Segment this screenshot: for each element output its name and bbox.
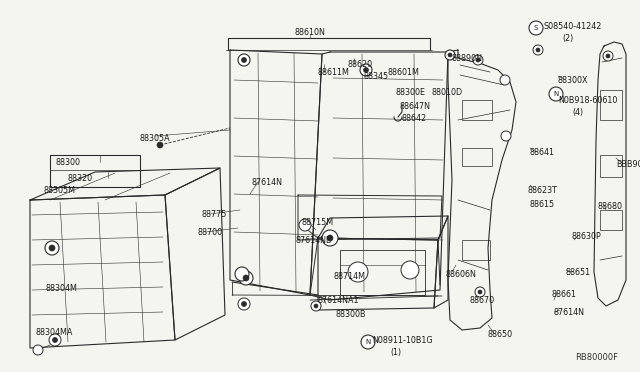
Circle shape — [241, 58, 246, 62]
Text: 88642: 88642 — [402, 114, 427, 123]
Text: S08540-41242: S08540-41242 — [543, 22, 602, 31]
Circle shape — [235, 267, 249, 281]
Bar — [462, 100, 492, 120]
Text: (1): (1) — [390, 348, 401, 357]
Text: S: S — [534, 25, 538, 31]
Circle shape — [549, 87, 563, 101]
Circle shape — [364, 67, 369, 73]
Bar — [50, 155, 140, 187]
Bar — [600, 90, 622, 120]
Text: 87614NA1: 87614NA1 — [318, 296, 360, 305]
Bar — [462, 148, 492, 166]
Text: N: N — [554, 91, 559, 97]
Text: 88680: 88680 — [598, 202, 623, 211]
Text: 88300E: 88300E — [395, 88, 425, 97]
Circle shape — [52, 337, 58, 343]
Circle shape — [603, 51, 613, 61]
Circle shape — [500, 75, 510, 85]
Circle shape — [45, 241, 59, 255]
Text: 88610N: 88610N — [294, 28, 325, 37]
Text: N08911-10B1G: N08911-10B1G — [372, 336, 433, 345]
Text: 88300X: 88300X — [558, 76, 589, 85]
Text: 88620: 88620 — [348, 60, 373, 69]
Circle shape — [401, 261, 419, 279]
Circle shape — [243, 275, 249, 281]
Text: (2): (2) — [562, 34, 573, 43]
Text: 87614N: 87614N — [554, 308, 585, 317]
Text: 88641: 88641 — [530, 148, 555, 157]
Bar — [600, 155, 622, 177]
Text: BBB90NA: BBB90NA — [616, 160, 640, 169]
Circle shape — [501, 131, 511, 141]
Text: 87614N: 87614N — [252, 178, 283, 187]
Circle shape — [33, 345, 43, 355]
Text: 88010D: 88010D — [432, 88, 463, 97]
Bar — [600, 210, 622, 230]
Circle shape — [327, 235, 333, 241]
Text: 88611M: 88611M — [318, 68, 350, 77]
Text: 88647N: 88647N — [400, 102, 431, 111]
Text: N0B918-60610: N0B918-60610 — [558, 96, 618, 105]
Text: 88304MA: 88304MA — [36, 328, 74, 337]
Text: 88300B: 88300B — [336, 310, 367, 319]
Circle shape — [478, 290, 482, 294]
Circle shape — [606, 54, 610, 58]
Circle shape — [448, 53, 452, 57]
Text: 88670: 88670 — [470, 296, 495, 305]
Text: 88630P: 88630P — [572, 232, 602, 241]
Circle shape — [49, 245, 55, 251]
Text: 88606N: 88606N — [446, 270, 477, 279]
Circle shape — [445, 50, 455, 60]
Circle shape — [361, 335, 375, 349]
Circle shape — [238, 54, 250, 66]
Text: 88623T: 88623T — [528, 186, 558, 195]
Circle shape — [49, 334, 61, 346]
Text: N: N — [365, 339, 371, 345]
Circle shape — [475, 287, 485, 297]
Text: 88651: 88651 — [566, 268, 591, 277]
Circle shape — [536, 48, 540, 52]
Text: 88715M: 88715M — [302, 218, 334, 227]
Text: 88300: 88300 — [56, 158, 81, 167]
Text: 88601M: 88601M — [388, 68, 420, 77]
Text: 88661: 88661 — [551, 290, 576, 299]
Circle shape — [473, 55, 483, 65]
Text: (4): (4) — [572, 108, 583, 117]
Circle shape — [529, 21, 543, 35]
Circle shape — [533, 45, 543, 55]
Text: 88615: 88615 — [530, 200, 555, 209]
Circle shape — [348, 262, 368, 282]
Text: 88305M: 88305M — [44, 186, 76, 195]
Circle shape — [241, 301, 246, 307]
Text: RB80000F: RB80000F — [575, 353, 618, 362]
Text: 88890N: 88890N — [452, 54, 483, 63]
Text: 88305A: 88305A — [140, 134, 171, 143]
Circle shape — [238, 298, 250, 310]
Bar — [340, 250, 425, 295]
Text: 87614NB: 87614NB — [296, 236, 333, 245]
Circle shape — [322, 230, 338, 246]
Circle shape — [360, 64, 372, 76]
Circle shape — [476, 58, 480, 62]
Circle shape — [311, 301, 321, 311]
Text: 88345: 88345 — [364, 72, 389, 81]
Circle shape — [314, 304, 318, 308]
Circle shape — [299, 219, 311, 231]
Text: 88304M: 88304M — [46, 284, 78, 293]
Text: 88650: 88650 — [488, 330, 513, 339]
Bar — [462, 240, 490, 260]
Text: 88714M: 88714M — [334, 272, 366, 281]
Circle shape — [157, 142, 163, 148]
Text: 88775: 88775 — [202, 210, 227, 219]
Circle shape — [239, 271, 253, 285]
Text: 88320: 88320 — [68, 174, 93, 183]
Text: 88700: 88700 — [198, 228, 223, 237]
